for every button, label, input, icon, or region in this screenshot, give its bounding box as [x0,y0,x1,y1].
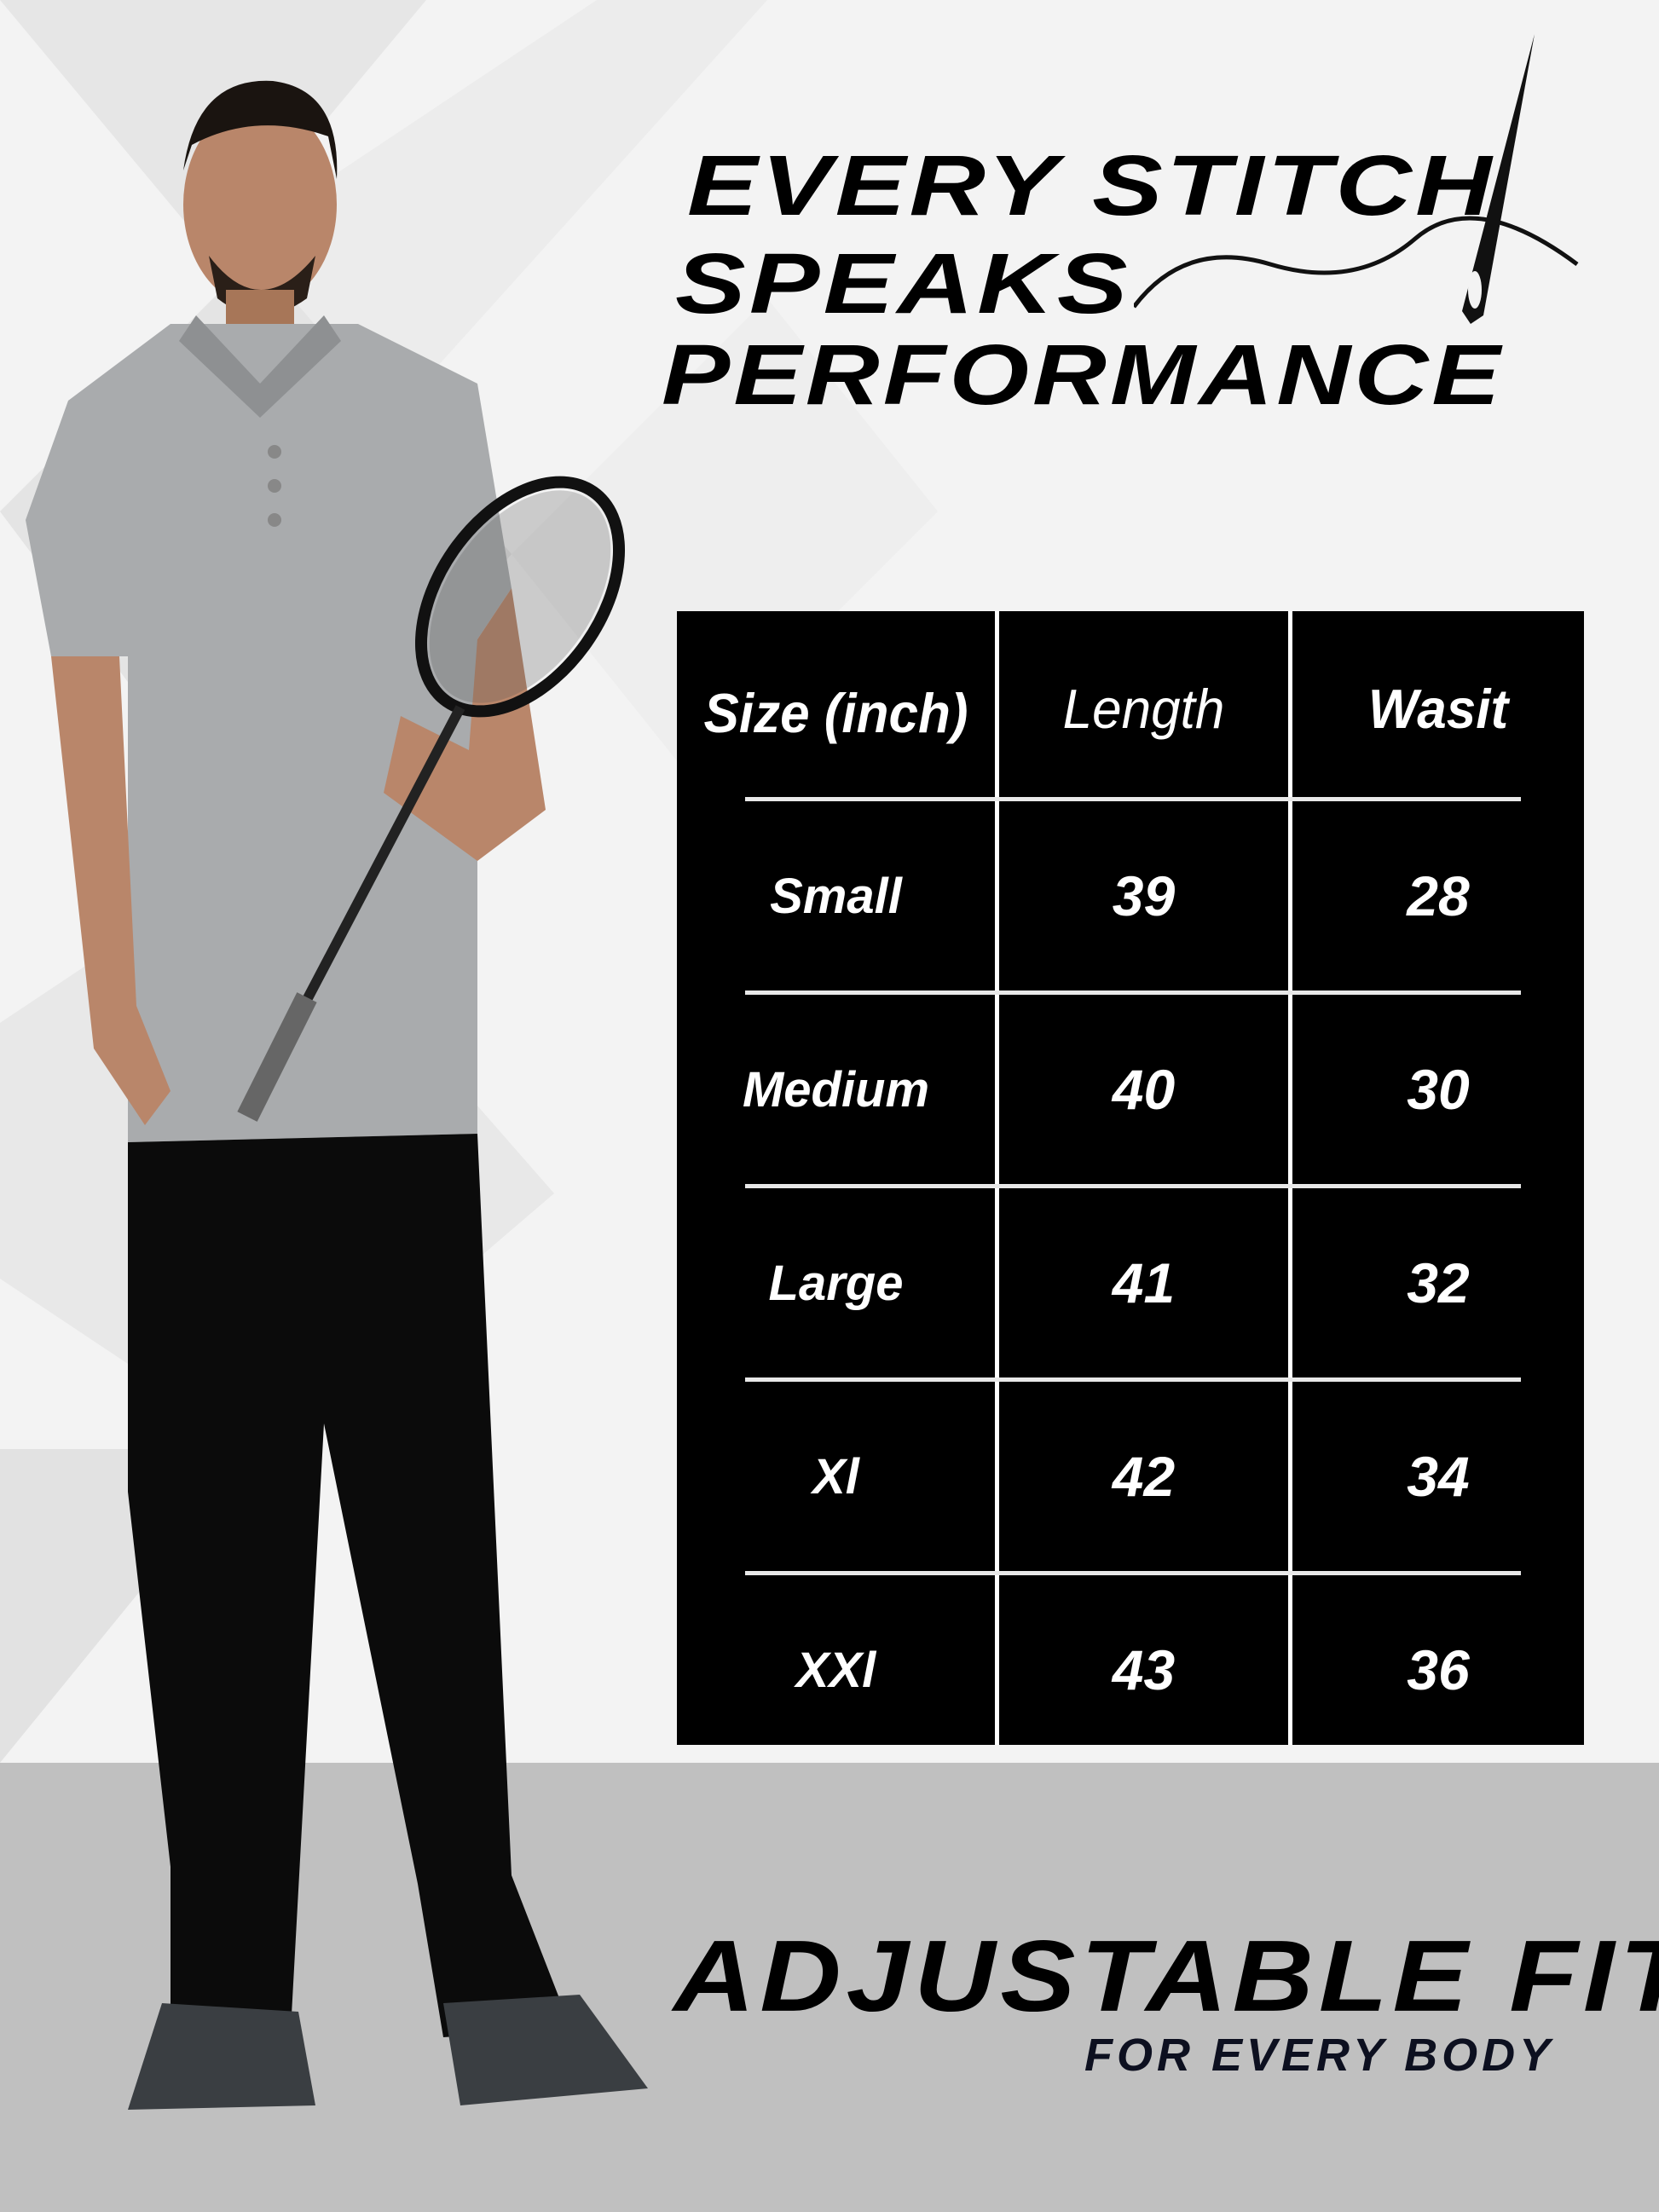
row-divider [745,1571,1521,1575]
size-cell: Xl [812,1448,859,1505]
headline-line-3: PERFORMANCE [662,326,1504,423]
length-cell: 42 [1112,1445,1176,1508]
row-divider [745,797,1521,801]
size-cell: Large [768,1255,904,1311]
column-divider [1288,611,1292,1745]
row-divider [745,990,1521,995]
waist-cell: 36 [1407,1638,1470,1701]
footer-title: ADJUSTABLE FIT [673,1919,1659,2033]
waist-cell: 32 [1407,1251,1470,1314]
waist-cell: 28 [1407,864,1470,927]
size-cell: Medium [742,1061,930,1118]
header-waist: Wasit [1367,678,1509,741]
model-photo [26,80,648,2110]
headline-line-2: SPEAKS [675,235,1131,332]
size-cell: XXl [795,1642,876,1698]
waist-cell: 30 [1407,1058,1470,1121]
footer-subtitle: FOR EVERY BODY [1084,2030,1555,2081]
needle-thread-icon [1134,34,1579,324]
size-cell: Small [770,868,902,924]
length-cell: 40 [1112,1058,1176,1121]
row-divider [745,1184,1521,1188]
header-length: Length [1062,678,1225,741]
row-divider [745,1377,1521,1382]
length-cell: 43 [1112,1638,1176,1701]
length-cell: 41 [1112,1251,1176,1314]
length-cell: 39 [1112,864,1176,927]
headline-line-1: EVERY STITCH [687,137,1495,234]
size-chart-table: Size (inch) Length Wasit Small 39 28 Medium… [677,611,1584,1745]
column-divider [995,611,999,1745]
waist-cell: 34 [1407,1445,1470,1508]
header-size: Size (inch) [703,682,968,745]
